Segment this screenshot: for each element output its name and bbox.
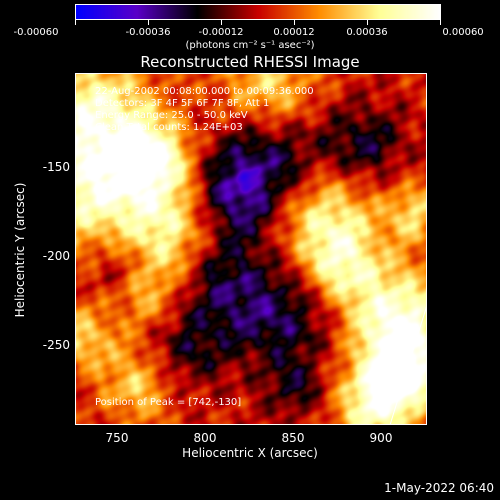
y-tick-label: -250 — [42, 338, 70, 352]
colorbar-tick-mark — [221, 20, 222, 25]
solar-limb-line — [389, 304, 427, 425]
x-tick-label: 850 — [281, 431, 305, 445]
colorbar-tick-mark — [75, 20, 76, 25]
plot-frame — [75, 73, 427, 425]
total-counts-text: Clean Total counts: 1.24E+03 — [95, 122, 243, 133]
time-range-text: 22-Aug-2002 00:08:00.000 to 00:09:36.000 — [95, 86, 314, 97]
colorbar-tick-label: -0.00060 — [13, 27, 59, 38]
x-tick-label: 800 — [193, 431, 217, 445]
image-title: Reconstructed RHESSI Image — [140, 53, 360, 71]
colorbar-tick-label: 0.00036 — [346, 27, 388, 38]
colorbar — [75, 4, 441, 20]
y-tick-label: -200 — [42, 249, 70, 263]
colorbar-units: (photons cm⁻² s⁻¹ asec⁻²) — [185, 40, 315, 51]
colorbar-tick-label: 0.00060 — [442, 27, 484, 38]
colorbar-tick-mark — [148, 20, 149, 25]
colorbar-tick-label: 0.00012 — [273, 27, 315, 38]
colorbar-tick-label: -0.00012 — [198, 27, 244, 38]
x-axis-label: Heliocentric X (arcsec) — [182, 446, 318, 460]
colorbar-tick-mark — [294, 20, 295, 25]
rhessi-image — [75, 73, 427, 425]
colorbar-tick-label: -0.00036 — [125, 27, 171, 38]
y-axis-label: Heliocentric Y (arcsec) — [13, 182, 27, 318]
x-tick-label: 900 — [369, 431, 393, 445]
colorbar-tick-mark — [367, 20, 368, 25]
x-tick-label: 750 — [105, 431, 129, 445]
energy-range-text: Energy Range: 25.0 - 50.0 keV — [95, 110, 248, 121]
timestamp-footer: 1-May-2022 06:40 — [384, 481, 494, 495]
limb-line-overlay — [389, 304, 427, 425]
y-tick-label: -150 — [42, 160, 70, 174]
detectors-text: Detectors: 3F 4F 5F 6F 7F 8F, Att 1 — [95, 98, 270, 109]
peak-position-text: Position of Peak = [742,-130] — [95, 397, 242, 408]
colorbar-tick-mark — [440, 20, 441, 25]
